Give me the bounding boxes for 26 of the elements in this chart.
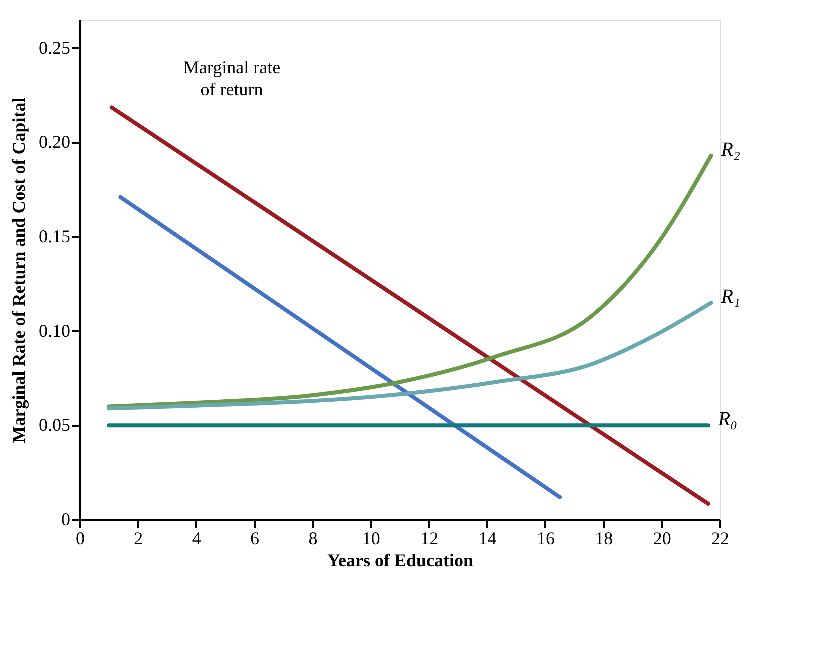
- x-tick-label: 12: [420, 528, 439, 548]
- line-series: [107, 154, 714, 409]
- x-tick-label: 6: [250, 528, 260, 548]
- x-tick-label: 18: [595, 528, 614, 548]
- x-tick-label: 14: [478, 528, 497, 548]
- y-tick-label: 0.05: [39, 415, 70, 436]
- series-label: R₂: [720, 138, 740, 161]
- x-axis-title: Years of Education: [327, 550, 474, 570]
- text: Marginal rate of return: [183, 58, 281, 100]
- x-tick-label: 20: [653, 528, 672, 548]
- x-tick-label: 16: [536, 528, 555, 548]
- x-tick-label: 0: [76, 528, 85, 548]
- x-tick-label: 8: [308, 528, 318, 548]
- y-tick-label: 0: [62, 510, 70, 530]
- x-tick-label: 22: [712, 528, 730, 548]
- y-tick-label: 0.15: [39, 226, 70, 246]
- y-axis-title: Marginal Rate of Return and Cost of Capital: [9, 98, 29, 444]
- y-tick-label: 0.20: [39, 132, 70, 152]
- y-tick-label: 0.10: [39, 320, 70, 341]
- x-tick-label: 2: [134, 528, 144, 548]
- series-label: R₁: [720, 286, 740, 308]
- line-series: [107, 301, 714, 411]
- x-tick-label: 10: [362, 528, 380, 548]
- series-label: R₀: [717, 408, 738, 431]
- y-tick-label: 0.25: [39, 38, 70, 58]
- x-tick-label: 4: [192, 528, 202, 548]
